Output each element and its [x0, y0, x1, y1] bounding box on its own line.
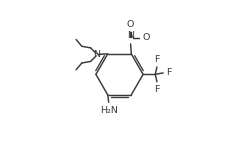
- Text: F: F: [154, 85, 160, 94]
- Text: F: F: [154, 55, 160, 64]
- Text: O: O: [127, 20, 134, 29]
- Text: F: F: [166, 68, 171, 77]
- Text: H₂N: H₂N: [100, 106, 118, 115]
- Text: N: N: [127, 31, 134, 40]
- Text: O: O: [142, 33, 150, 42]
- Text: N: N: [93, 50, 100, 59]
